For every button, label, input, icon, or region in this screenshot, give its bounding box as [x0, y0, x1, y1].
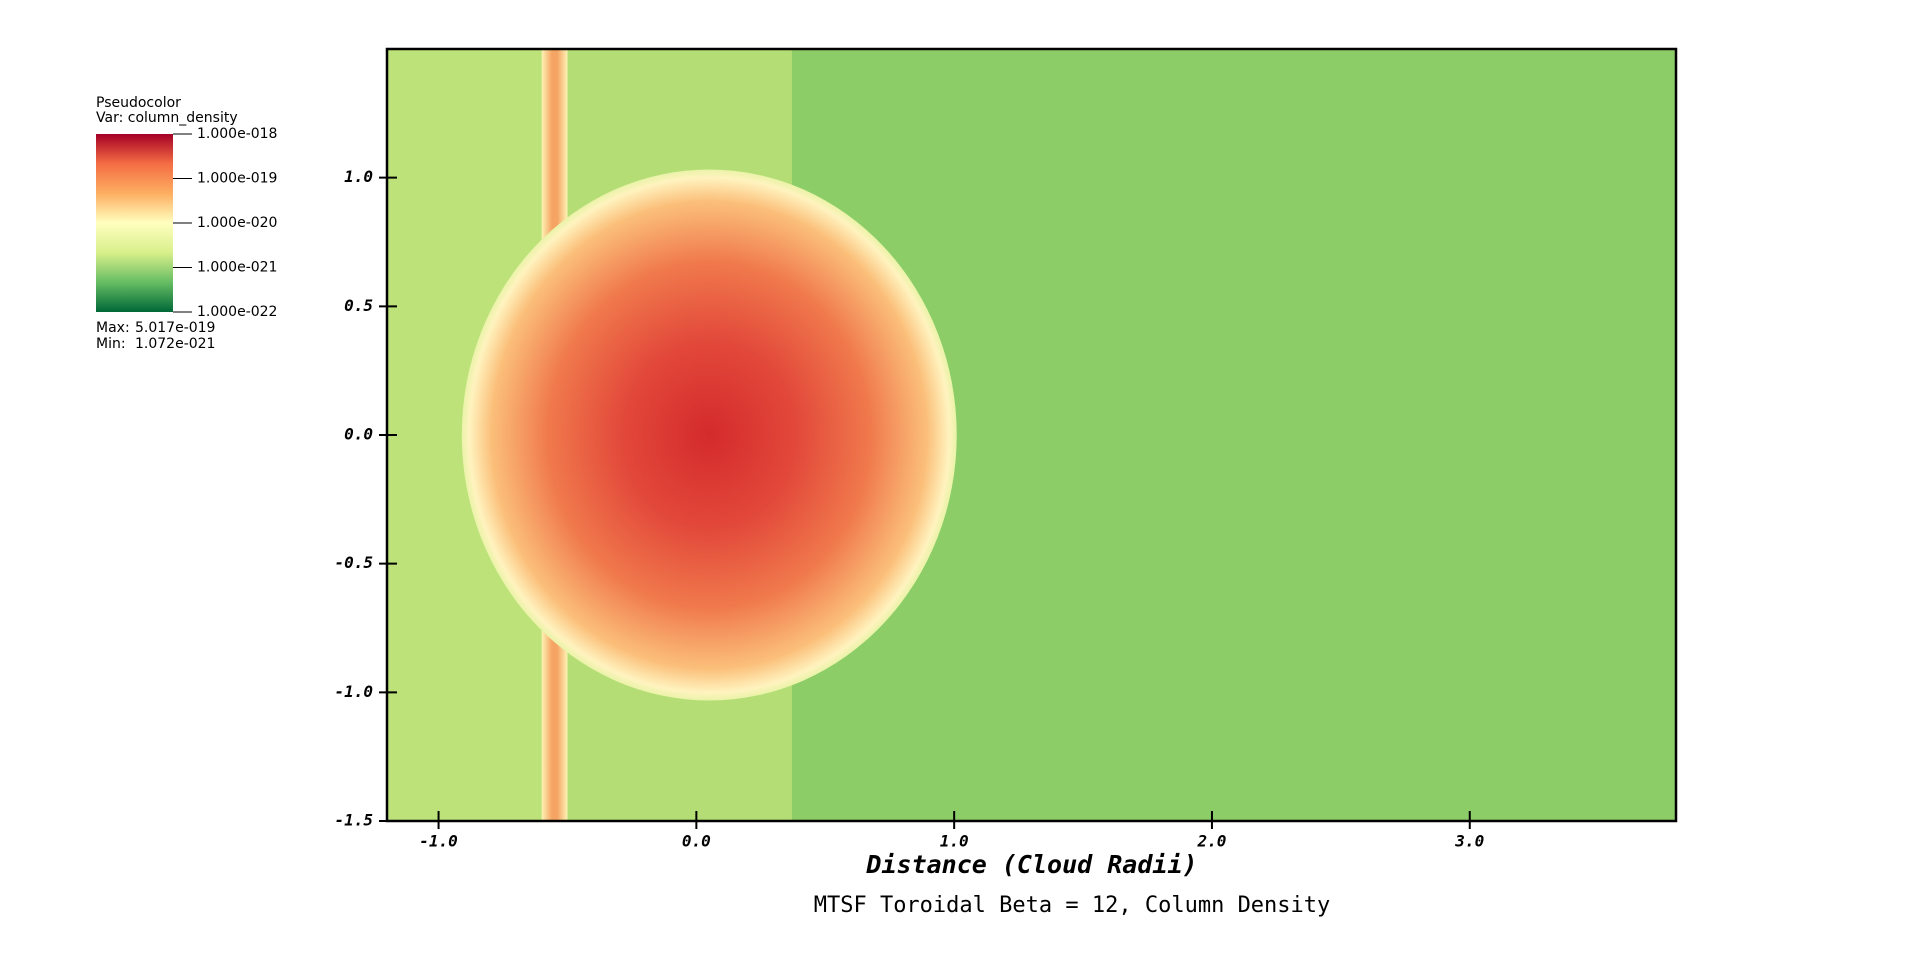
chart-title: MTSF Toroidal Beta = 12, Column Density	[814, 893, 1331, 918]
legend-min: 1.072e-021	[135, 336, 215, 352]
cloud	[461, 169, 957, 701]
colorbar-tick-label: 1.000e-019	[197, 171, 277, 187]
legend-plot: Pseudocolor	[96, 95, 181, 111]
legend-max-label: Max:	[96, 320, 130, 336]
y-tick-label: -1.5	[334, 811, 373, 830]
y-tick-label: 0.0	[344, 425, 373, 444]
x-tick-label: -1.0	[419, 832, 458, 851]
legend-var: Var: column_density	[96, 110, 238, 126]
y-tick-label: 0.5	[344, 296, 373, 315]
colorbar-tick-label: 1.000e-018	[197, 126, 277, 142]
x-axis-title: Distance (Cloud Radii)	[865, 850, 1197, 879]
x-tick-label: 1.0	[940, 832, 969, 851]
x-tick-label: 3.0	[1454, 832, 1484, 851]
legend-max: 5.017e-019	[135, 320, 215, 336]
field	[387, 49, 1676, 821]
colorbar-tick-label: 1.000e-022	[197, 304, 277, 320]
y-tick-label: -0.5	[334, 553, 373, 572]
legend-min-label: Min:	[96, 336, 126, 352]
y-tick-label: 1.0	[344, 167, 373, 186]
colorbar-tick-label: 1.000e-021	[197, 260, 277, 276]
colorbar-tick-label: 1.000e-020	[197, 215, 277, 231]
x-tick-label: 0.0	[682, 832, 711, 851]
colorbar	[96, 134, 173, 312]
x-tick-label: 2.0	[1197, 832, 1227, 851]
y-tick-label: -1.0	[334, 682, 373, 701]
